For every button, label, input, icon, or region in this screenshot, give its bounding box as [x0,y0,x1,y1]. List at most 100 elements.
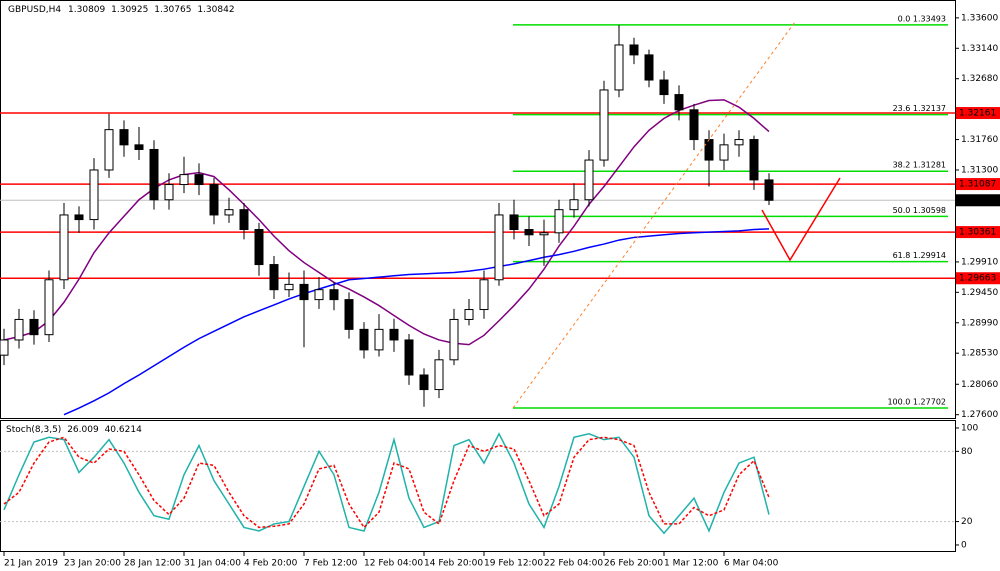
main-layer: 0.0 1.33493 23.6 1.32137 38.2 1.31281 50.0 … [0,14,955,416]
symbol: GBPUSD,H4 [8,5,61,15]
x-tick-label: 19 Feb 12:00 [484,559,543,569]
projection-arrow [761,177,841,262]
candle-body [659,79,669,96]
candle-body [449,318,459,361]
candle-body [89,169,99,221]
header: GBPUSD,H4 1.30809 1.30925 1.30765 1.3084… [8,5,235,15]
stoch-header: Stoch(8,3,5) 26.009 40.6214 [6,425,142,435]
candle-body [269,264,279,291]
candle-body [704,139,714,161]
ohlc-close: 1.30842 [197,5,234,15]
x-tick-label: 26 Feb 20:00 [604,559,663,569]
price-label-box [956,107,1000,120]
y-tick-label: 80 [961,447,973,457]
x-tick-label: 6 Mar 04:00 [724,559,779,569]
y-tick-label: 100 [961,423,978,433]
candle-body [29,318,39,336]
candle-body [629,44,639,56]
candle-body [749,139,759,181]
fibo-label: 100.0 1.27702 [887,397,946,406]
candle-body [734,139,744,146]
fibo-label: 38.2 1.31281 [893,161,946,170]
x-tick-label: 12 Feb 04:00 [364,559,423,569]
price-label: 1.31087 [959,180,996,190]
candle-body [314,289,324,301]
candle-body [74,214,84,221]
line-series [3,432,770,535]
fibo-label: 0.0 1.33493 [898,14,946,23]
candle-body [419,374,429,391]
line-series [63,228,770,416]
candle-body [674,94,684,111]
y-tick-label: 1.32680 [961,74,998,84]
x-tick-label: 4 Feb 20:00 [244,559,298,569]
y-tick-label: 1.27600 [961,410,998,420]
candle-body [479,279,489,311]
candle-body [464,309,474,320]
candle-body [614,44,624,91]
line-series [3,99,770,346]
x-tick-label: 31 Jan 04:00 [184,559,241,569]
stoch-signal: 40.6214 [105,425,142,435]
price-label: 1.30361 [959,228,996,238]
fibo-label: 50.0 1.30598 [893,206,946,215]
candle-body [104,129,114,171]
candle-body [404,339,414,376]
x-tick-label: 1 Mar 12:00 [664,559,719,569]
price-label: 1.29663 [959,274,996,284]
candle-body [149,148,159,201]
y-tick-label: 1.31760 [961,135,998,145]
fibo-label: 23.6 1.32137 [893,104,946,113]
candle-body [554,209,564,234]
candle-body [59,214,69,281]
candle-body [299,283,309,301]
y-tick-label: 1.28990 [961,318,998,328]
price-label-box [956,226,1000,239]
candle-body [509,214,519,231]
y-tick-label: 20 [961,517,973,527]
candle-body [164,184,174,201]
candle-body [599,89,609,161]
candle-body [119,129,129,146]
candle-body [134,144,144,150]
candle-body [764,179,774,201]
ohlc-low: 1.30765 [154,5,191,15]
candle-body [524,229,534,236]
y-tick-label: 1.31300 [961,165,998,175]
stoch-panel [0,420,956,552]
candle-body [374,328,384,351]
price-label: 1.32161 [959,109,996,119]
y-tick-label: 1.29910 [961,257,998,267]
x-tick-label: 22 Feb 04:00 [544,559,603,569]
main-panel [0,0,956,419]
candle-body [179,174,189,186]
candle-body [209,184,219,216]
candle-body [239,209,249,231]
candle-body [434,359,444,391]
candle-body [359,328,369,351]
candle-body [329,289,339,301]
fibo-label: 61.8 1.29914 [893,251,946,260]
candle-body [644,54,654,81]
candle-body [584,159,594,201]
stoch-main: 26.009 [67,425,99,435]
candle-body [569,199,579,211]
x-tick-label: 7 Feb 12:00 [304,559,358,569]
trend-line [512,21,796,409]
y-tick-label: 1.33600 [961,13,998,23]
ohlc-high: 1.30925 [111,5,148,15]
x-tick-label: 28 Jan 12:00 [124,559,181,569]
current-price-label: 1.30842 [959,196,996,206]
candle-body [719,144,729,161]
price-label-box [956,272,1000,285]
ohlc-open: 1.30809 [68,5,105,15]
x-tick-label: 21 Jan 2019 [4,559,58,569]
candle-body [689,109,699,141]
candle-body [494,214,504,281]
candle-body [254,229,264,266]
current-price-box [956,194,1000,207]
y-tick-label: 1.28530 [961,349,998,359]
candle-body [14,318,24,341]
y-tick-label: 1.29450 [961,288,998,298]
